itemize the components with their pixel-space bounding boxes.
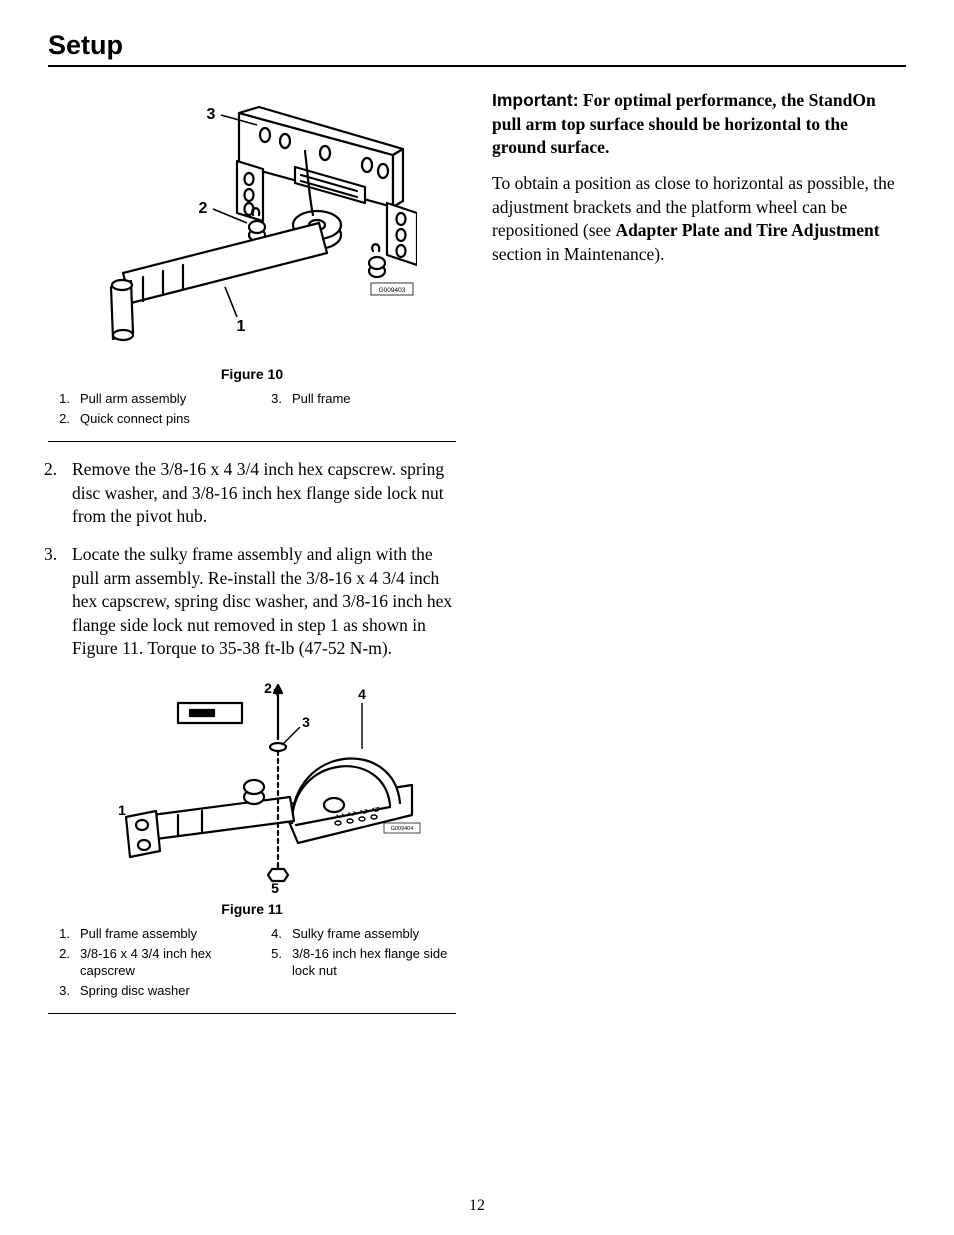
legend-item: 1. Pull frame assembly bbox=[50, 925, 242, 943]
fig10-partcode: G009403 bbox=[379, 287, 406, 294]
fig10-label-3: 3 bbox=[207, 106, 216, 123]
figure-10: 3 2 1 G009403 Figure 10 bbox=[48, 95, 456, 382]
legend-item: 2. 3/8-16 x 4 3/4 inch hex capscrew bbox=[50, 945, 242, 980]
fig10-label-1: 1 bbox=[237, 318, 246, 335]
legend-num: 2. bbox=[50, 410, 70, 428]
legend-num: 3. bbox=[262, 390, 282, 408]
important-paragraph: Important: For optimal performance, the … bbox=[492, 89, 900, 160]
important-lead: Important: bbox=[492, 90, 579, 110]
figure-11-illustration: 1 2 3 4 5 G009404 bbox=[82, 675, 422, 895]
legend-text: 3/8-16 x 4 3/4 inch hex capscrew bbox=[80, 945, 242, 980]
figure-10-legend: 1. Pull arm assembly 2. Quick connect pi… bbox=[48, 386, 456, 439]
legend-item: 1. Pull arm assembly bbox=[50, 390, 242, 408]
step-list: 2. Remove the 3/8-16 x 4 3/4 inch hex ca… bbox=[44, 458, 456, 661]
legend-text: Quick connect pins bbox=[80, 410, 242, 428]
fig11-label-3: 3 bbox=[302, 714, 310, 730]
legend-num: 1. bbox=[50, 925, 70, 943]
fig11-label-4: 4 bbox=[358, 686, 366, 702]
section-title: Setup bbox=[48, 30, 906, 61]
figure-10-illustration: 3 2 1 G009403 bbox=[87, 95, 417, 360]
legend-num: 5. bbox=[262, 945, 282, 980]
reposition-paragraph: To obtain a position as close to horizon… bbox=[492, 172, 900, 267]
step-item: 2. Remove the 3/8-16 x 4 3/4 inch hex ca… bbox=[44, 458, 456, 529]
legend-item: 3. Pull frame bbox=[262, 390, 454, 408]
legend-text: Spring disc washer bbox=[80, 982, 242, 1000]
page-number: 12 bbox=[0, 1197, 954, 1215]
fig11-label-5: 5 bbox=[271, 880, 279, 895]
right-column: Important: For optimal performance, the … bbox=[492, 89, 900, 1030]
figure-11-legend: 1. Pull frame assembly 2. 3/8-16 x 4 3/4… bbox=[48, 921, 456, 1011]
fig11-label-1: 1 bbox=[118, 802, 126, 818]
step-text: Locate the sulky frame assembly and alig… bbox=[72, 543, 456, 661]
legend-item: 4. Sulky frame assembly bbox=[262, 925, 454, 943]
legend-num: 1. bbox=[50, 390, 70, 408]
legend-text: Pull frame assembly bbox=[80, 925, 242, 943]
figure-11: 1 2 3 4 5 G009404 Figure 11 bbox=[48, 675, 456, 917]
legend-item: 5. 3/8-16 inch hex flange side lock nut bbox=[262, 945, 454, 980]
legend-text: 3/8-16 inch hex flange side lock nut bbox=[292, 945, 454, 980]
legend-num: 4. bbox=[262, 925, 282, 943]
para2-b: section in Maintenance). bbox=[492, 244, 665, 264]
legend-text: Pull frame bbox=[292, 390, 454, 408]
step-text: Remove the 3/8-16 x 4 3/4 inch hex capsc… bbox=[72, 458, 456, 529]
step-number: 2. bbox=[44, 458, 72, 529]
legend-num: 3. bbox=[50, 982, 70, 1000]
figure-11-caption: Figure 11 bbox=[48, 901, 456, 917]
legend-num: 2. bbox=[50, 945, 70, 980]
legend-text: Pull arm assembly bbox=[80, 390, 242, 408]
step-number: 3. bbox=[44, 543, 72, 661]
figure-10-caption: Figure 10 bbox=[48, 366, 456, 382]
figure-10-legend-rule bbox=[48, 441, 456, 442]
legend-item: 3. Spring disc washer bbox=[50, 982, 242, 1000]
left-column: 3 2 1 G009403 Figure 10 1. bbox=[48, 89, 456, 1030]
legend-text: Sulky frame assembly bbox=[292, 925, 454, 943]
fig11-label-2: 2 bbox=[264, 680, 272, 696]
fig11-partcode: G009404 bbox=[391, 826, 414, 832]
figure-11-legend-rule bbox=[48, 1013, 456, 1014]
fig10-label-2: 2 bbox=[199, 200, 208, 217]
para2-bold: Adapter Plate and Tire Adjustment bbox=[615, 220, 879, 240]
legend-item: 2. Quick connect pins bbox=[50, 410, 242, 428]
two-column-layout: 3 2 1 G009403 Figure 10 1. bbox=[48, 89, 906, 1030]
title-rule bbox=[48, 65, 906, 67]
step-item: 3. Locate the sulky frame assembly and a… bbox=[44, 543, 456, 661]
